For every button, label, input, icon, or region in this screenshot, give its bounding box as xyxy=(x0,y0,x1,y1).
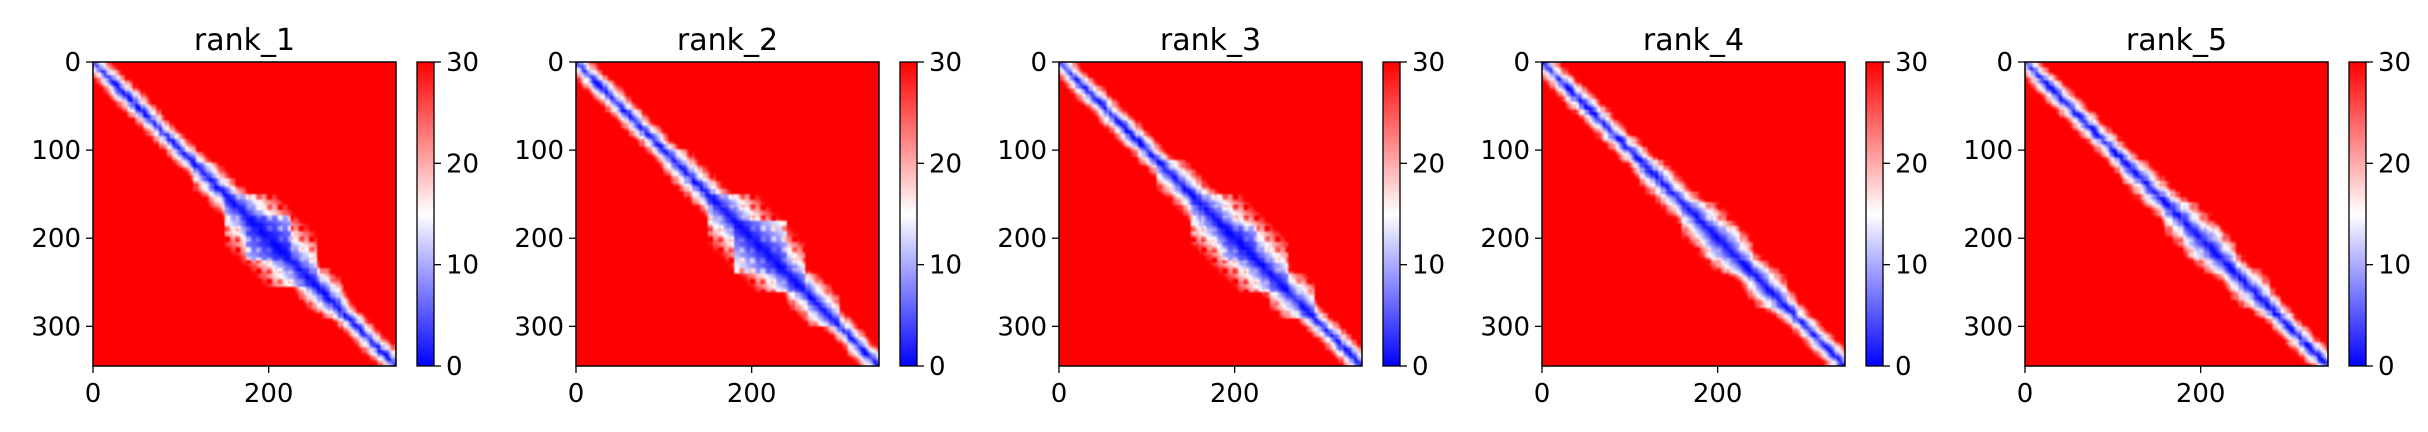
y-tick-label: 100 xyxy=(514,136,564,166)
colorbar-gradient xyxy=(899,61,918,367)
y-tick-label: 200 xyxy=(514,224,564,254)
colorbar-tick-label: 0 xyxy=(1895,352,1912,382)
panel-rank_4: rank_4 0 200 0 100 200 300 0 10 20 30 xyxy=(1480,23,1928,409)
colorbar-tick-label: 20 xyxy=(1895,149,1928,179)
colorbar: 0 10 20 30 xyxy=(1865,48,1928,382)
panel-title: rank_3 xyxy=(1160,23,1261,58)
distance-heatmap xyxy=(93,62,396,366)
colorbar-tick-label: 30 xyxy=(1895,48,1928,78)
y-tick-label: 100 xyxy=(1963,136,2013,166)
colorbar: 0 10 20 30 xyxy=(1382,48,1445,382)
axes-frame xyxy=(2024,61,2329,367)
x-tick-label: 200 xyxy=(1210,379,1260,409)
colorbar-gradient xyxy=(1865,61,1884,367)
x-tick-label: 0 xyxy=(568,379,585,409)
x-tick-label: 200 xyxy=(1693,379,1743,409)
colorbar-tick-label: 10 xyxy=(929,251,962,281)
panel-rank_5: rank_5 0 200 0 100 200 300 0 10 20 30 xyxy=(1963,23,2411,409)
y-tick-label: 300 xyxy=(31,312,81,342)
y-tick-label: 0 xyxy=(1030,48,1047,78)
y-tick-label: 300 xyxy=(997,312,1047,342)
colorbar-tick-label: 20 xyxy=(1412,149,1445,179)
distance-heatmap xyxy=(1059,62,1362,366)
colorbar: 0 10 20 30 xyxy=(416,48,479,382)
x-tick-label: 0 xyxy=(1534,379,1551,409)
colorbar-tick-label: 10 xyxy=(1412,251,1445,281)
y-tick-label: 300 xyxy=(514,312,564,342)
colorbar-gradient xyxy=(2348,61,2367,367)
colorbar-tick-label: 10 xyxy=(446,251,479,281)
colorbar-tick-label: 10 xyxy=(2378,251,2411,281)
x-tick-label: 0 xyxy=(1051,379,1068,409)
y-tick-label: 200 xyxy=(1480,224,1530,254)
y-tick-label: 0 xyxy=(64,48,81,78)
y-tick-label: 0 xyxy=(1996,48,2013,78)
colorbar-tick-label: 0 xyxy=(929,352,946,382)
y-tick-label: 0 xyxy=(1513,48,1530,78)
panel-title: rank_5 xyxy=(2126,23,2227,58)
colorbar-tick-label: 20 xyxy=(929,149,962,179)
axes-frame xyxy=(1541,61,1846,367)
x-tick-label: 0 xyxy=(85,379,102,409)
panel-rank_1: rank_1 0 200 0 100 200 300 0 10 20 30 xyxy=(31,23,479,409)
distance-heatmap xyxy=(2025,62,2328,366)
axes-frame xyxy=(1058,61,1363,367)
colorbar: 0 10 20 30 xyxy=(899,48,962,382)
axes-frame xyxy=(92,61,397,367)
distance-heatmap xyxy=(576,62,879,366)
colorbar-gradient xyxy=(416,61,435,367)
y-tick-label: 100 xyxy=(31,136,81,166)
x-tick-label: 200 xyxy=(2176,379,2226,409)
colorbar-tick-label: 30 xyxy=(929,48,962,78)
colorbar-gradient xyxy=(1382,61,1401,367)
distance-heatmap xyxy=(1542,62,1845,366)
panel-title: rank_2 xyxy=(677,23,778,58)
y-tick-label: 0 xyxy=(547,48,564,78)
colorbar-tick-label: 0 xyxy=(1412,352,1429,382)
colorbar-tick-label: 0 xyxy=(446,352,463,382)
panel-title: rank_4 xyxy=(1643,23,1744,58)
y-tick-label: 100 xyxy=(1480,136,1530,166)
x-tick-label: 0 xyxy=(2017,379,2034,409)
panel-title: rank_1 xyxy=(194,23,295,58)
colorbar-tick-label: 10 xyxy=(1895,251,1928,281)
y-tick-label: 200 xyxy=(31,224,81,254)
y-tick-label: 300 xyxy=(1963,312,2013,342)
colorbar-tick-label: 20 xyxy=(2378,149,2411,179)
colorbar-tick-label: 30 xyxy=(446,48,479,78)
y-tick-label: 200 xyxy=(1963,224,2013,254)
colorbar: 0 10 20 30 xyxy=(2348,48,2411,382)
x-tick-label: 200 xyxy=(244,379,294,409)
panel-rank_3: rank_3 0 200 0 100 200 300 0 10 20 30 xyxy=(997,23,1445,409)
y-tick-label: 100 xyxy=(997,136,1047,166)
colorbar-tick-label: 30 xyxy=(2378,48,2411,78)
colorbar-tick-label: 0 xyxy=(2378,352,2395,382)
y-tick-label: 200 xyxy=(997,224,1047,254)
axes-frame xyxy=(575,61,880,367)
panel-rank_2: rank_2 0 200 0 100 200 300 0 10 20 30 xyxy=(514,23,962,409)
colorbar-tick-label: 20 xyxy=(446,149,479,179)
colorbar-tick-label: 30 xyxy=(1412,48,1445,78)
x-tick-label: 200 xyxy=(727,379,777,409)
y-tick-label: 300 xyxy=(1480,312,1530,342)
